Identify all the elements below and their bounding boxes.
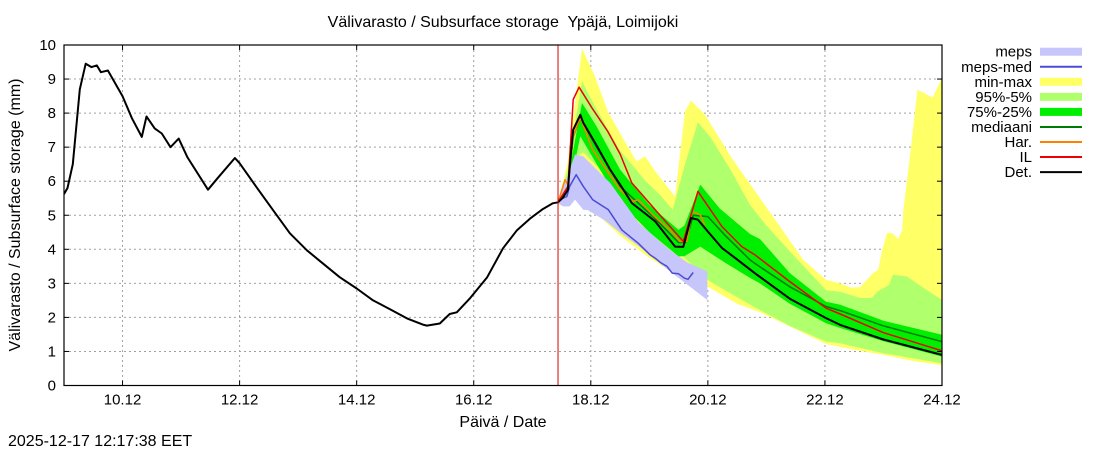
- legend-label: Har.: [1004, 134, 1032, 151]
- x-tick-label: 24.12: [923, 392, 961, 409]
- legend-item: Har.: [1004, 134, 1082, 151]
- legend-item: 95%-5%: [975, 89, 1082, 106]
- chart-title: Välivarasto / Subsurface storage Ypäjä, …: [328, 14, 679, 31]
- y-tick-label: 9: [48, 71, 56, 88]
- band-95-5: [558, 81, 942, 364]
- x-tick-label: 20.12: [689, 392, 727, 409]
- series-line-meps-med: [559, 173, 694, 281]
- y-tick-label: 1: [48, 343, 56, 360]
- y-tick-label: 4: [48, 241, 56, 258]
- series-line-il: [557, 86, 942, 352]
- x-tick-label: 12.12: [221, 392, 259, 409]
- legend-swatch: [1040, 47, 1082, 56]
- legend-label: min-max: [974, 74, 1032, 91]
- legend: mepsmeps-medmin-max95%-5%75%-25%mediaani…: [961, 44, 1082, 181]
- y-tick-label: 0: [48, 378, 56, 395]
- x-tick-label: 22.12: [806, 392, 844, 409]
- y-tick-label: 3: [48, 275, 56, 292]
- y-tick-label: 2: [48, 309, 56, 326]
- y-tick-label: 6: [48, 173, 56, 190]
- legend-label: mediaani: [971, 119, 1032, 136]
- x-axis-label: Päivä / Date: [459, 414, 546, 431]
- y-tick-label: 5: [48, 207, 56, 224]
- tick-labels: 10.12 12.12 14.12 16.12 18.12 20.12 22.12 24.12…: [39, 37, 960, 409]
- legend-item: meps-med: [961, 59, 1082, 76]
- legend-item: meps: [995, 44, 1082, 61]
- legend-label: 75%-25%: [967, 104, 1032, 121]
- x-tick-label: 10.12: [104, 392, 142, 409]
- legend-label: meps-med: [961, 59, 1032, 76]
- legend-swatch: [1040, 92, 1082, 101]
- line-layer: [64, 62, 942, 356]
- legend-swatch: [1040, 77, 1082, 86]
- y-axis-label: Välivarasto / Subsurface storage (mm): [7, 79, 24, 352]
- timestamp: 2025-12-17 12:17:38 EET: [8, 433, 192, 450]
- series-line-det: [64, 62, 942, 356]
- legend-label: Det.: [1004, 164, 1032, 181]
- legend-label: 95%-5%: [975, 89, 1032, 106]
- legend-swatch: [1040, 107, 1082, 116]
- legend-item: IL: [1019, 149, 1082, 166]
- legend-label: IL: [1019, 149, 1032, 166]
- legend-item: mediaani: [971, 119, 1082, 136]
- x-tick-label: 14.12: [338, 392, 376, 409]
- band-layer-top: [558, 154, 708, 300]
- y-tick-label: 8: [48, 105, 56, 122]
- y-tick-label: 7: [48, 139, 56, 156]
- legend-item: 75%-25%: [967, 104, 1082, 121]
- legend-item: min-max: [974, 74, 1082, 91]
- y-tick-label: 10: [39, 37, 56, 54]
- band-meps: [558, 154, 708, 300]
- x-tick-label: 18.12: [572, 392, 610, 409]
- legend-label: meps: [995, 44, 1032, 61]
- legend-item: Det.: [1004, 164, 1082, 181]
- x-tick-label: 16.12: [455, 392, 493, 409]
- axes: [63, 44, 943, 387]
